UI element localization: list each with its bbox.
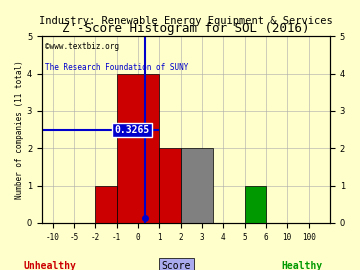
Text: Unhealthy: Unhealthy: [24, 261, 77, 270]
Text: Industry: Renewable Energy Equipment & Services: Industry: Renewable Energy Equipment & S…: [39, 16, 333, 26]
Y-axis label: Number of companies (11 total): Number of companies (11 total): [15, 60, 24, 199]
Text: ©www.textbiz.org: ©www.textbiz.org: [45, 42, 119, 51]
Bar: [95, 185, 117, 223]
Text: Score: Score: [162, 261, 191, 270]
Title: Z'-Score Histogram for SOL (2016): Z'-Score Histogram for SOL (2016): [62, 22, 310, 35]
Text: The Research Foundation of SUNY: The Research Foundation of SUNY: [45, 63, 188, 72]
Text: Healthy: Healthy: [282, 261, 323, 270]
Text: 0.3265: 0.3265: [114, 125, 150, 135]
Bar: [244, 185, 266, 223]
Bar: [117, 74, 159, 223]
Bar: [159, 148, 181, 223]
Bar: [181, 148, 212, 223]
